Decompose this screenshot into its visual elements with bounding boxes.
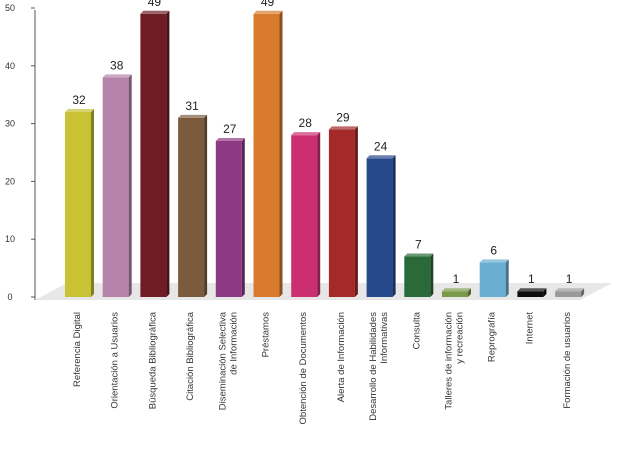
value-label: 1 [566, 272, 573, 286]
bar-side [204, 114, 208, 297]
y-axis-ticks: 0 10 20 30 40 50 [5, 3, 35, 302]
category-label: Citación Bibliográfica [185, 311, 196, 400]
category-label: Reprografía [487, 311, 498, 362]
bar-top [555, 288, 585, 292]
bar-top [404, 253, 434, 257]
y-tick-label: 20 [5, 176, 15, 186]
category-label: Consulta [411, 311, 422, 349]
bar [328, 129, 355, 297]
bar [140, 13, 167, 298]
category-label-line: Reprografía [487, 311, 498, 362]
y-tick-label: 30 [5, 119, 15, 129]
bar-side [317, 132, 321, 297]
category-label-line: de Información [228, 312, 239, 375]
bar-top [479, 259, 509, 263]
bar [442, 291, 468, 297]
category-label-line: Obtención de Documentos [298, 312, 309, 425]
value-label: 24 [374, 139, 388, 153]
bar-top [517, 288, 547, 292]
category-label-line: Citación Bibliográfica [185, 311, 196, 400]
bar-top [65, 109, 94, 113]
bar [404, 256, 431, 297]
category-labels-group: Referencia Digital Orientación a Usuarios… [72, 311, 573, 424]
value-label: 38 [110, 58, 124, 72]
bar-top [215, 137, 245, 141]
category-label: Préstamos [261, 312, 272, 358]
category-label-line: Talleres de información [444, 312, 455, 410]
category-label-line: Informativas [379, 312, 390, 364]
category-label-line: Diseminación Selectiva [217, 311, 228, 410]
bars-group [65, 10, 585, 298]
bar-top [102, 74, 132, 78]
value-label: 27 [223, 122, 237, 136]
bar [517, 291, 544, 297]
category-label-line: Internet [524, 312, 535, 345]
bar-top [328, 126, 358, 130]
category-label-line: Alerta de Información [336, 312, 347, 402]
y-tick-label: 40 [5, 61, 15, 71]
category-label: Internet [524, 312, 535, 345]
bar [479, 262, 506, 297]
category-label: Referencia Digital [72, 312, 83, 387]
category-label-line: Formación de usuarios [562, 312, 573, 409]
bar-top [253, 10, 283, 14]
value-label: 1 [453, 272, 460, 286]
category-label: Alerta de Información [336, 312, 347, 402]
bar-side [128, 74, 132, 297]
y-tick-label: 10 [5, 234, 15, 244]
bar-side [166, 10, 170, 298]
bar [215, 140, 242, 297]
value-label: 29 [336, 110, 350, 124]
value-label: 32 [72, 93, 86, 107]
category-label-line: y recreación [455, 312, 466, 364]
category-label: Talleres de informacióny recreación [444, 312, 466, 410]
bar [555, 291, 582, 297]
category-label-line: Préstamos [261, 312, 272, 358]
bar-side [279, 10, 283, 298]
value-label: 1 [528, 272, 535, 286]
bar [178, 117, 205, 297]
value-label: 7 [415, 238, 422, 252]
bar-side [392, 155, 396, 297]
category-label: Desarrollo de HabilidadesInformativas [368, 312, 390, 421]
bar-side [354, 126, 358, 297]
category-label: Diseminación Selectivade Información [217, 311, 239, 410]
category-label: Orientación a Usuarios [110, 312, 121, 409]
bar-side [241, 137, 245, 297]
category-label-line: Referencia Digital [72, 312, 83, 387]
y-tick-label: 0 [7, 292, 12, 302]
bar [65, 112, 91, 297]
bar-top [291, 132, 321, 136]
bar-side [543, 288, 547, 297]
bar [291, 135, 318, 297]
bar-top [178, 114, 208, 118]
bar-top [140, 10, 170, 14]
bar-side [468, 288, 471, 297]
category-label-line: Consulta [411, 311, 422, 349]
bar-side [505, 259, 509, 297]
category-label: Obtención de Documentos [298, 312, 309, 425]
bar [102, 77, 129, 297]
category-label-line: Desarrollo de Habilidades [368, 312, 379, 421]
bar-side [91, 109, 94, 297]
bar [366, 158, 393, 297]
bar-top [442, 288, 471, 292]
value-label: 31 [185, 99, 199, 113]
value-label: 6 [490, 243, 497, 257]
value-label: 28 [299, 116, 313, 130]
category-label-line: Orientación a Usuarios [110, 312, 121, 409]
bar-side [430, 253, 434, 297]
y-tick-label: 50 [5, 3, 15, 13]
category-label: Formación de usuarios [562, 312, 573, 409]
bar-side [581, 288, 585, 297]
category-label-line: Búsqueda Bibliográfica [147, 311, 158, 409]
bar-top [366, 155, 396, 159]
bar [253, 13, 280, 298]
category-label: Búsqueda Bibliográfica [147, 311, 158, 409]
value-label: 49 [148, 0, 162, 9]
value-label: 49 [261, 0, 275, 9]
